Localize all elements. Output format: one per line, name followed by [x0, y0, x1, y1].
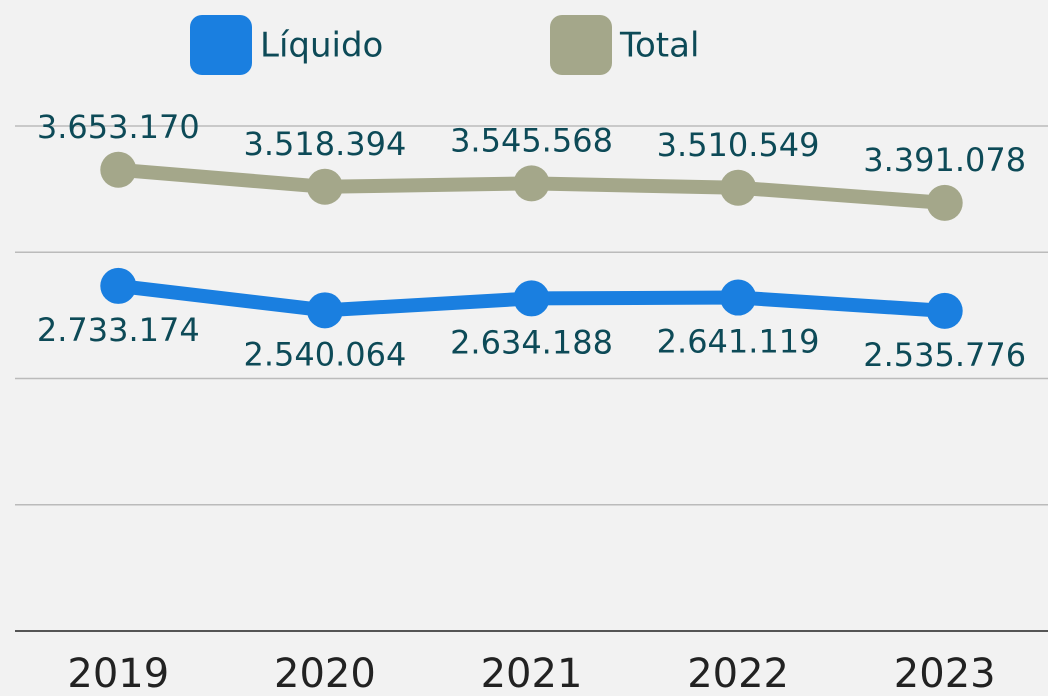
data-label: 2.634.188 [450, 323, 613, 361]
legend-swatch [190, 15, 252, 75]
data-point [720, 279, 757, 316]
legend-label: Líquido [260, 26, 383, 66]
data-label: 3.653.170 [37, 108, 200, 146]
data-label: 3.518.394 [243, 125, 406, 163]
x-tick-label: 2021 [481, 651, 583, 696]
x-tick-label: 2022 [687, 651, 789, 696]
data-label: 2.540.064 [243, 335, 406, 373]
data-point [513, 165, 550, 202]
data-point [306, 168, 343, 205]
data-label: 2.733.174 [37, 311, 200, 349]
data-label: 3.510.549 [657, 126, 820, 164]
legend-label: Total [619, 26, 699, 66]
x-tick-label: 2020 [274, 651, 376, 696]
data-point [100, 267, 137, 304]
data-label: 2.641.119 [657, 323, 820, 361]
data-point [926, 184, 963, 221]
legend-swatch [550, 15, 612, 75]
data-point [100, 151, 137, 188]
data-label: 3.545.568 [450, 121, 613, 159]
data-point [306, 292, 343, 329]
data-point [513, 280, 550, 317]
x-tick-label: 2023 [894, 651, 996, 696]
data-point [720, 169, 757, 206]
data-label: 2.535.776 [863, 336, 1026, 374]
data-label: 3.391.078 [863, 141, 1026, 179]
data-point [926, 292, 963, 329]
x-tick-label: 2019 [67, 651, 169, 696]
